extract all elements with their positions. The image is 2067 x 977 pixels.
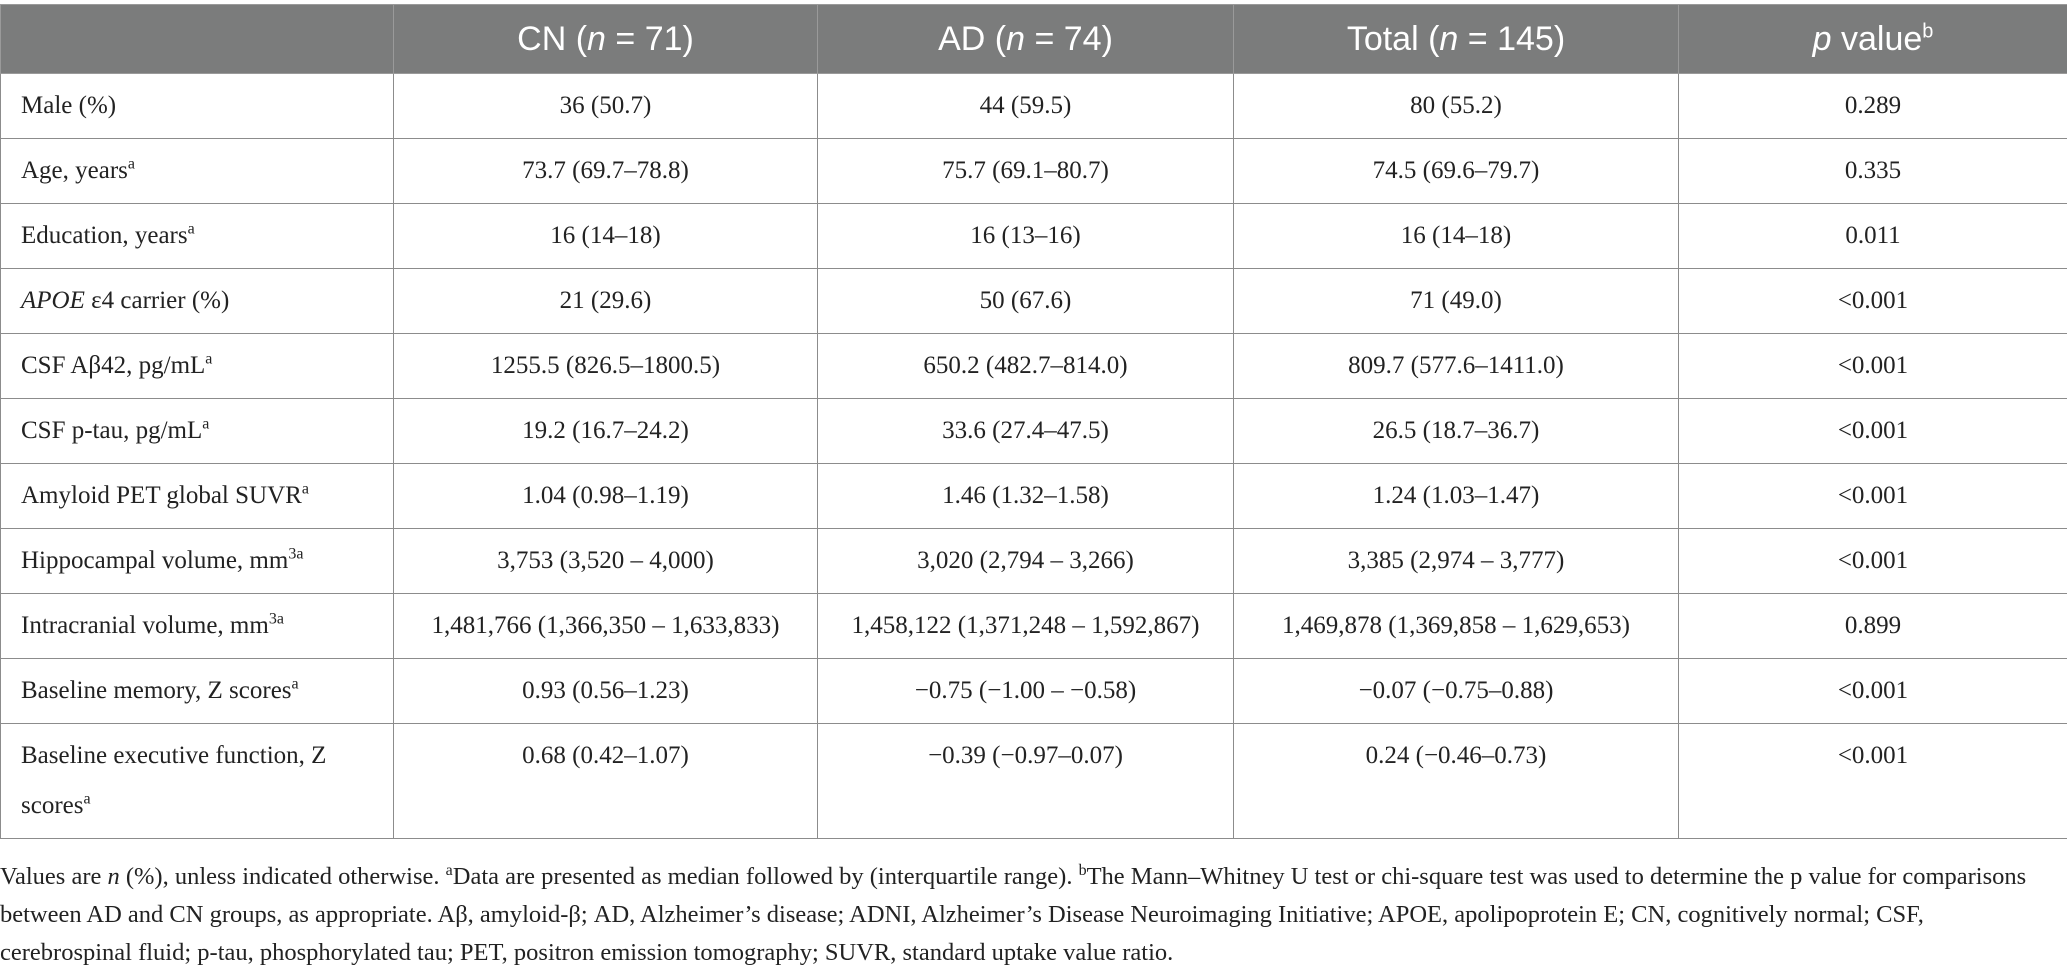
row-label: APOE ε4 carrier (%): [0, 268, 394, 334]
cell-p: <0.001: [1678, 333, 2067, 399]
cell-p: <0.001: [1678, 463, 2067, 529]
row-label: Intracranial volume, mm3a: [0, 593, 394, 659]
cell-ad: 75.7 (69.1–80.7): [817, 138, 1234, 204]
row-label: Age, yearsa: [0, 138, 394, 204]
cell-total: 71 (49.0): [1233, 268, 1679, 334]
cell-cn: 3,753 (3,520 – 4,000): [393, 528, 818, 594]
table-row: Baseline memory, Z scoresa 0.93 (0.56–1.2…: [0, 658, 2067, 724]
cell-p: 0.335: [1678, 138, 2067, 204]
cell-ad: 1.46 (1.32–1.58): [817, 463, 1234, 529]
header-total-n: n: [1439, 19, 1459, 58]
cell-ad: 44 (59.5): [817, 73, 1234, 139]
cell-cn: 1.04 (0.98–1.19): [393, 463, 818, 529]
cell-p: <0.001: [1678, 268, 2067, 334]
cell-cn: 16 (14–18): [393, 203, 818, 269]
cell-total: 16 (14–18): [1233, 203, 1679, 269]
header-cn: CN (n = 71): [393, 4, 818, 74]
header-p-value: p valueb: [1678, 4, 2067, 74]
cell-ad: 33.6 (27.4–47.5): [817, 398, 1234, 464]
table-row: Amyloid PET global SUVRa 1.04 (0.98–1.19)…: [0, 463, 2067, 529]
cell-cn: 19.2 (16.7–24.2): [393, 398, 818, 464]
cell-ad: 1,458,122 (1,371,248 – 1,592,867): [817, 593, 1234, 659]
cell-cn: 0.68 (0.42–1.07): [393, 723, 818, 839]
cell-cn: 21 (29.6): [393, 268, 818, 334]
cell-p: <0.001: [1678, 723, 2067, 839]
header-ad: AD (n = 74): [817, 4, 1234, 74]
cell-total: 80 (55.2): [1233, 73, 1679, 139]
cell-total: 3,385 (2,974 – 3,777): [1233, 528, 1679, 594]
table-body: Male (%) 36 (50.7) 44 (59.5) 80 (55.2) 0.289…: [0, 73, 2067, 839]
cell-total: 0.24 (−0.46–0.73): [1233, 723, 1679, 839]
table-row: Hippocampal volume, mm3a 3,753 (3,520 – 4…: [0, 528, 2067, 594]
cell-total: 1,469,878 (1,369,858 – 1,629,653): [1233, 593, 1679, 659]
cell-cn: 73.7 (69.7–78.8): [393, 138, 818, 204]
table-row: Baseline executive function, Z scoresa 0.…: [0, 723, 2067, 839]
cell-p: 0.899: [1678, 593, 2067, 659]
cell-p: 0.289: [1678, 73, 2067, 139]
table-row: Education, yearsa 16 (14–18) 16 (13–16) 16 …: [0, 203, 2067, 269]
header-ad-n: n: [1006, 19, 1026, 58]
cell-total: 809.7 (577.6–1411.0): [1233, 333, 1679, 399]
row-label: Hippocampal volume, mm3a: [0, 528, 394, 594]
cell-ad: 3,020 (2,794 – 3,266): [817, 528, 1234, 594]
table-row: Intracranial volume, mm3a 1,481,766 (1,36…: [0, 593, 2067, 659]
cell-cn: 1,481,766 (1,366,350 – 1,633,833): [393, 593, 818, 659]
row-label: Baseline executive function, Z scoresa: [0, 723, 394, 839]
cell-p: 0.011: [1678, 203, 2067, 269]
cell-cn: 36 (50.7): [393, 73, 818, 139]
cell-total: 26.5 (18.7–36.7): [1233, 398, 1679, 464]
table-footnote: Values are n (%), unless indicated other…: [0, 861, 2027, 966]
table-row: APOE ε4 carrier (%) 21 (29.6) 50 (67.6) 71 …: [0, 268, 2067, 334]
table-row: Age, yearsa 73.7 (69.7–78.8) 75.7 (69.1–80…: [0, 138, 2067, 204]
row-label: Amyloid PET global SUVRa: [0, 463, 394, 529]
cell-cn: 0.93 (0.56–1.23): [393, 658, 818, 724]
cell-p: <0.001: [1678, 658, 2067, 724]
header-row: CN (n = 71) AD (n = 74) Total (n = 145) …: [0, 4, 2067, 74]
cell-ad: 16 (13–16): [817, 203, 1234, 269]
cell-p: <0.001: [1678, 398, 2067, 464]
row-label: Baseline memory, Z scoresa: [0, 658, 394, 724]
cell-ad: −0.75 (−1.00 – −0.58): [817, 658, 1234, 724]
header-cn-n: n: [587, 19, 606, 58]
cell-ad: −0.39 (−0.97–0.07): [817, 723, 1234, 839]
table-row: Male (%) 36 (50.7) 44 (59.5) 80 (55.2) 0.289: [0, 73, 2067, 139]
cell-ad: 50 (67.6): [817, 268, 1234, 334]
table-row: CSF Aβ42, pg/mLa 1255.5 (826.5–1800.5) 650…: [0, 333, 2067, 399]
table-row: CSF p-tau, pg/mLa 19.2 (16.7–24.2) 33.6 (2…: [0, 398, 2067, 464]
row-label: CSF Aβ42, pg/mLa: [0, 333, 394, 399]
row-label: Male (%): [0, 73, 394, 139]
cell-cn: 1255.5 (826.5–1800.5): [393, 333, 818, 399]
row-label: CSF p-tau, pg/mLa: [0, 398, 394, 464]
table-header: CN (n = 71) AD (n = 74) Total (n = 145) …: [0, 4, 2067, 74]
cell-ad: 650.2 (482.7–814.0): [817, 333, 1234, 399]
header-total: Total (n = 145): [1233, 4, 1679, 74]
cell-total: 74.5 (69.6–79.7): [1233, 138, 1679, 204]
cell-p: <0.001: [1678, 528, 2067, 594]
header-blank: [0, 4, 394, 74]
demographics-table: CN (n = 71) AD (n = 74) Total (n = 145) …: [0, 4, 2067, 839]
row-label: Education, yearsa: [0, 203, 394, 269]
cell-total: −0.07 (−0.75–0.88): [1233, 658, 1679, 724]
cell-total: 1.24 (1.03–1.47): [1233, 463, 1679, 529]
